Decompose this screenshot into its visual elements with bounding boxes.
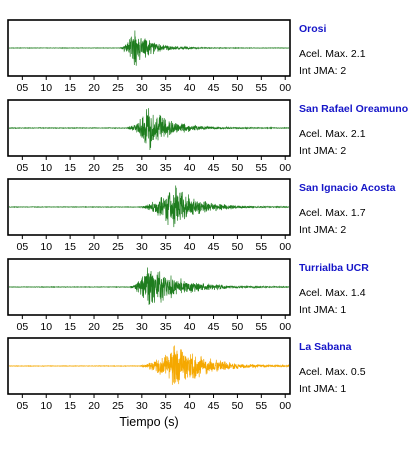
seismogram-panel: 05 10 15 20 25 30 35 40 45 50 55 00 San Rafael Oream… (7, 99, 408, 174)
x-tick-label: 35 (160, 82, 172, 94)
int-jma-label: Int JMA: 2 (299, 224, 346, 236)
x-tick-label: 00 (279, 82, 291, 94)
accel-max-label: Acel. Max. 1.7 (299, 207, 366, 219)
x-tick-label: 50 (232, 241, 244, 253)
accel-max-label: Acel. Max. 0.5 (299, 366, 366, 378)
x-tick-label: 45 (208, 241, 220, 253)
x-tick-label: 35 (160, 241, 172, 253)
x-tick-label: 40 (184, 162, 196, 174)
x-tick-label: 05 (16, 162, 28, 174)
x-tick-label: 00 (279, 321, 291, 333)
panel-frame (7, 337, 291, 395)
x-tick-label: 35 (160, 400, 172, 412)
x-tick-label: 30 (136, 162, 148, 174)
waveform-line (9, 108, 289, 150)
x-tick-label: 55 (255, 321, 267, 333)
x-tick-label: 30 (136, 241, 148, 253)
seismogram-panel: 05 10 15 20 25 30 35 40 45 50 55 00 San Ignacio Acos… (7, 178, 396, 253)
x-tick-label: 10 (40, 241, 52, 253)
x-tick-label: 30 (136, 321, 148, 333)
station-name: Orosi (299, 23, 327, 35)
x-tick-label: 45 (208, 162, 220, 174)
x-tick-label: 50 (232, 321, 244, 333)
x-tick-label: 25 (112, 82, 124, 94)
waveform-line (9, 345, 289, 385)
waveform-line (9, 30, 289, 66)
x-tick-label: 40 (184, 241, 196, 253)
x-tick-label: 50 (232, 162, 244, 174)
x-tick-label: 10 (40, 162, 52, 174)
accel-max-label: Acel. Max. 2.1 (299, 128, 366, 140)
station-name: La Sabana (299, 341, 352, 353)
x-tick-label: 35 (160, 162, 172, 174)
x-tick-label: 40 (184, 82, 196, 94)
seismogram-panel: 05 10 15 20 25 30 35 40 45 50 55 00 Orosi Acel. Max. … (7, 19, 366, 94)
x-tick-label: 55 (255, 82, 267, 94)
x-tick-label: 40 (184, 400, 196, 412)
waveform-line (9, 185, 289, 228)
x-tick-label: 30 (136, 400, 148, 412)
seismogram-panel: 05 10 15 20 25 30 35 40 45 50 55 00 La Sabana Acel. M… (7, 337, 366, 412)
x-tick-label: 55 (255, 162, 267, 174)
accel-max-label: Acel. Max. 2.1 (299, 48, 366, 60)
x-tick-label: 05 (16, 321, 28, 333)
panel-frame (7, 19, 291, 77)
x-tick-label: 00 (279, 400, 291, 412)
x-tick-label: 05 (16, 400, 28, 412)
x-tick-label: 15 (64, 82, 76, 94)
x-tick-label: 10 (40, 400, 52, 412)
x-tick-label: 15 (64, 321, 76, 333)
panel-frame (7, 258, 291, 316)
x-tick-label: 00 (279, 162, 291, 174)
int-jma-label: Int JMA: 1 (299, 304, 346, 316)
x-tick-label: 05 (16, 241, 28, 253)
x-tick-label: 20 (88, 162, 100, 174)
x-tick-label: 45 (208, 82, 220, 94)
x-tick-label: 15 (64, 241, 76, 253)
x-tick-label: 20 (88, 82, 100, 94)
station-name: Turrialba UCR (299, 262, 369, 274)
waveform-line (9, 267, 289, 305)
x-tick-label: 30 (136, 82, 148, 94)
x-tick-label: 20 (88, 400, 100, 412)
int-jma-label: Int JMA: 2 (299, 145, 346, 157)
station-name: San Rafael Oreamuno (299, 103, 408, 115)
x-tick-label: 55 (255, 241, 267, 253)
panel-frame (7, 99, 291, 157)
x-tick-label: 55 (255, 400, 267, 412)
x-tick-label: 15 (64, 162, 76, 174)
x-axis-title: Tiempo (s) (119, 415, 178, 429)
x-tick-label: 50 (232, 400, 244, 412)
x-tick-label: 05 (16, 82, 28, 94)
x-tick-label: 25 (112, 400, 124, 412)
x-tick-label: 25 (112, 321, 124, 333)
x-tick-label: 15 (64, 400, 76, 412)
x-tick-label: 10 (40, 82, 52, 94)
x-tick-label: 45 (208, 400, 220, 412)
accel-max-label: Acel. Max. 1.4 (299, 287, 366, 299)
int-jma-label: Int JMA: 2 (299, 65, 346, 77)
panel-frame (7, 178, 291, 236)
x-tick-label: 40 (184, 321, 196, 333)
seismogram-panel: 05 10 15 20 25 30 35 40 45 50 55 00 Turrialba UCR Ace… (7, 258, 369, 333)
x-tick-label: 20 (88, 321, 100, 333)
x-tick-label: 25 (112, 241, 124, 253)
x-tick-label: 50 (232, 82, 244, 94)
x-tick-label: 45 (208, 321, 220, 333)
int-jma-label: Int JMA: 1 (299, 383, 346, 395)
x-tick-label: 00 (279, 241, 291, 253)
station-name: San Ignacio Acosta (299, 182, 396, 194)
x-tick-label: 25 (112, 162, 124, 174)
x-tick-label: 35 (160, 321, 172, 333)
x-tick-label: 10 (40, 321, 52, 333)
x-tick-label: 20 (88, 241, 100, 253)
